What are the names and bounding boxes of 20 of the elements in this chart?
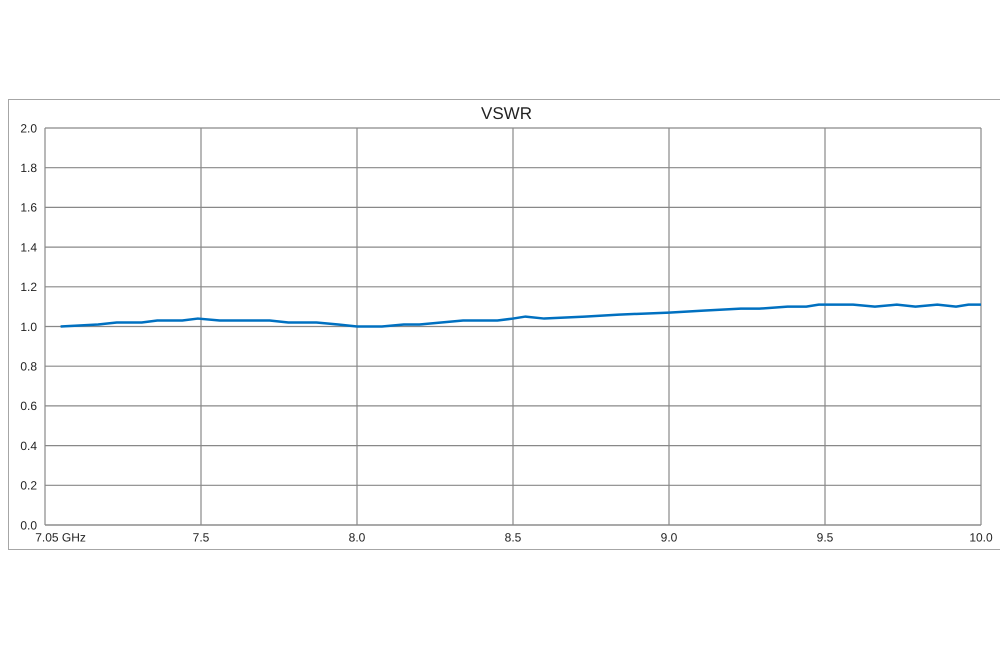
y-tick-label: 0.6 bbox=[20, 399, 38, 414]
y-tick-label: 1.6 bbox=[20, 200, 38, 215]
x-tick-label: 7.5 bbox=[192, 530, 210, 545]
y-tick-label: 0.2 bbox=[20, 478, 38, 493]
line-series bbox=[59, 303, 981, 328]
y-tick-label: 1.2 bbox=[20, 280, 38, 294]
x-tick-label: 9.0 bbox=[660, 530, 678, 545]
y-tick-label: 0.4 bbox=[20, 438, 38, 453]
y-tick-label: 0.8 bbox=[20, 359, 38, 374]
y-tick-label: 1.4 bbox=[20, 240, 38, 254]
x-tick-label: 8.0 bbox=[348, 530, 366, 545]
y-tick-label: 2.0 bbox=[20, 121, 38, 136]
x-tick-label: 7.05 GHz bbox=[35, 530, 86, 545]
x-tick-label: 10.0 bbox=[969, 530, 993, 545]
x-tick-label: 9.5 bbox=[816, 530, 834, 545]
y-tick-label: 0.0 bbox=[20, 518, 38, 532]
y-tick-label: 1.0 bbox=[20, 320, 38, 334]
y-tick-label: 1.8 bbox=[20, 160, 38, 175]
chart-title: VSWR bbox=[481, 104, 532, 123]
x-tick-label: 8.5 bbox=[504, 530, 522, 545]
